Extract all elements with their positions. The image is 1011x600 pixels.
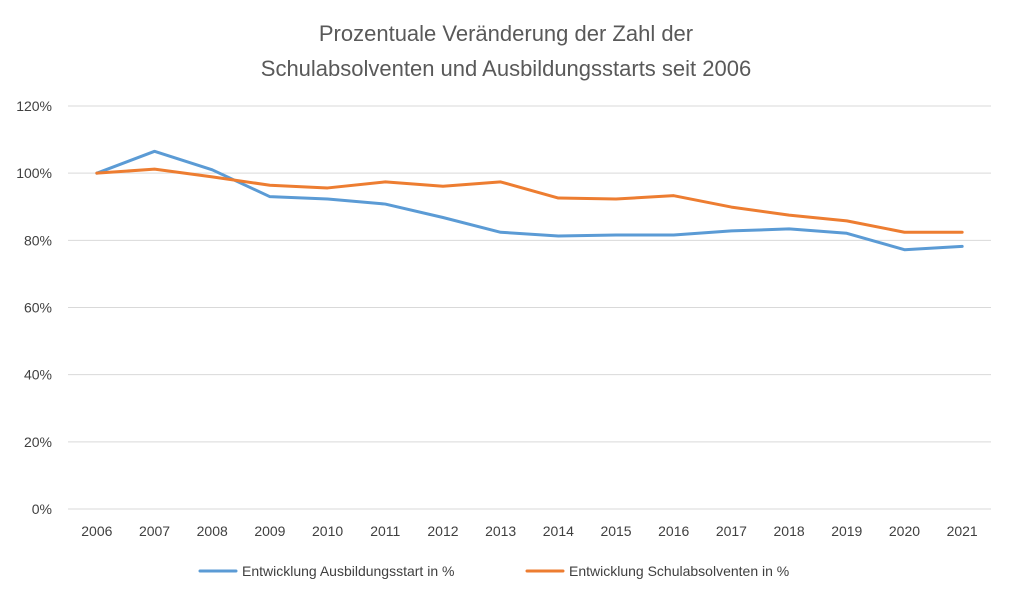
x-tick-label: 2009 [254, 523, 285, 539]
series-line-2 [95, 167, 964, 234]
legend-label-1: Entwicklung Ausbildungsstart in % [242, 563, 454, 579]
x-tick-label: 2019 [831, 523, 862, 539]
y-tick-label: 0% [32, 501, 52, 517]
x-tick-label: 2006 [81, 523, 112, 539]
x-tick-label: 2014 [543, 523, 574, 539]
x-tick-label: 2021 [947, 523, 978, 539]
x-tick-label: 2020 [889, 523, 920, 539]
chart-title-line-2: Schulabsolventen und Ausbildungsstarts s… [261, 56, 751, 81]
x-tick-label: 2011 [370, 523, 400, 539]
y-tick-label: 20% [24, 434, 52, 450]
y-tick-label: 60% [24, 300, 52, 316]
y-tick-label: 100% [16, 165, 52, 181]
x-tick-label: 2008 [197, 523, 228, 539]
x-tick-label: 2010 [312, 523, 343, 539]
x-tick-label: 2012 [427, 523, 458, 539]
x-tick-label: 2018 [774, 523, 805, 539]
x-axis-ticks: 2006 2007 2008 2009 2010 2011 2012 2013 2014 2015… [81, 523, 978, 539]
legend: Entwicklung Ausbildungsstart in % Entwick… [198, 563, 789, 579]
x-tick-label: 2007 [139, 523, 170, 539]
y-tick-label: 80% [24, 232, 52, 248]
y-tick-label: 40% [24, 367, 52, 383]
y-axis-ticks: 0% 20% 40% 60% 80% 100% 120% [16, 98, 52, 517]
x-tick-label: 2016 [658, 523, 689, 539]
x-tick-label: 2015 [600, 523, 631, 539]
y-tick-label: 120% [16, 98, 52, 114]
legend-label-2: Entwicklung Schulabsolventen in % [569, 563, 789, 579]
series-line-1 [95, 149, 964, 252]
chart-title-line-1: Prozentuale Veränderung der Zahl der [319, 21, 693, 46]
x-tick-label: 2013 [485, 523, 516, 539]
x-tick-label: 2017 [716, 523, 747, 539]
series-lines [95, 149, 964, 252]
